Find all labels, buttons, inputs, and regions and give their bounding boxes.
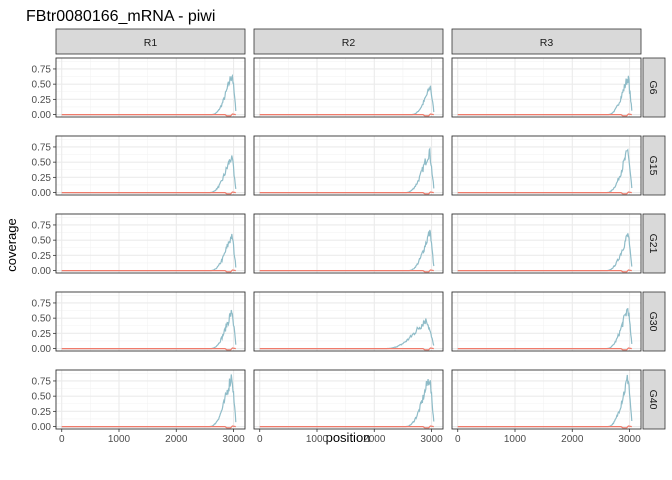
y-tick-label: 0.50 [32,392,52,403]
y-tick-label: 0.00 [32,344,52,355]
panel-G21-R3 [451,213,642,274]
panel-border [253,291,444,352]
strip-R1 [55,28,246,55]
series-red-line [61,425,236,429]
panel-border [451,291,642,352]
panel-G15-R2 [253,135,444,196]
y-tick-label: 0.75 [32,298,52,309]
strip-G21 [642,213,666,274]
panel-border [451,57,642,118]
y-axis-title: coverage [4,218,19,271]
y-tick-label: 0.50 [32,236,52,247]
panel-G15-R1: 0.00 0.25 0.50 0.75 [32,135,246,199]
strip-R3 [451,28,642,55]
panel-G30-R2 [253,291,444,352]
x-tick-label: 1000 [306,434,329,445]
x-tick-label: 2000 [363,434,386,445]
panel-G40-R1: 0.00 0.25 0.50 0.75 0 1000 2000 3000 [32,369,246,445]
panel-G6-R1: 0.00 0.25 0.50 0.75 [32,57,246,121]
y-tick-label: 0.25 [32,95,52,106]
y-tick-label: 0.00 [32,422,52,433]
strip-label-G6: G6 [647,80,659,94]
panel-G15-R3 [451,135,642,196]
series-red-line [61,191,236,195]
panel-border [253,135,444,196]
series-red-line [457,347,632,351]
strip-R2 [253,28,444,55]
series-red-line [457,269,632,273]
strip-label-G21: G21 [647,234,659,254]
strip-G30 [642,291,666,352]
y-tick-label: 0.25 [32,251,52,262]
x-tick-label: 0 [59,434,65,445]
series-red-line [259,347,434,351]
x-axis-title: position [326,430,371,445]
series-red-line [61,347,236,351]
panel-G30-R3 [451,291,642,352]
facet-grid: R1 R2 R3G6G15G21G30G400.000.250.500.750.00… [32,28,666,445]
series-red-line [259,425,434,429]
panel-G30-R1: 0.00 0.25 0.50 0.75 [32,291,246,355]
panel-border [55,135,246,196]
chart-title: FBtr0080166_mRNA - piwi [26,8,215,25]
x-tick-label: 2000 [165,434,188,445]
panel-border [55,369,246,430]
panel-G40-R2: 0 1000 2000 3000 [253,369,444,445]
panel-border [55,213,246,274]
series-red-line [457,113,632,117]
y-tick-label: 0.25 [32,173,52,184]
y-tick-label: 0.75 [32,376,52,387]
y-tick-label: 0.75 [32,142,52,153]
strip-label-G15: G15 [647,156,659,176]
panel-G21-R1: 0.00 0.25 0.50 0.75 [32,213,246,277]
strip-G15 [642,135,666,196]
x-tick-label: 0 [257,434,263,445]
panel-border [55,291,246,352]
panel-border [253,369,444,430]
panel-border [253,57,444,118]
x-tick-label: 3000 [420,434,443,445]
panel-G40-R3: 0 1000 2000 3000 [451,369,642,445]
panel-border [451,369,642,430]
y-tick-label: 0.00 [32,110,52,121]
panel-border [253,213,444,274]
series-red-line [61,113,236,117]
y-tick-label: 0.75 [32,220,52,231]
strip-G40 [642,369,666,430]
y-tick-label: 0.50 [32,80,52,91]
panel-border [451,135,642,196]
y-tick-label: 0.00 [32,266,52,277]
strip-label-G40: G40 [647,390,659,410]
series-red-line [259,191,434,195]
x-tick-label: 1000 [504,434,527,445]
x-tick-label: 0 [455,434,461,445]
series-red-line [61,269,236,273]
y-tick-label: 0.25 [32,329,52,340]
panel-border [451,213,642,274]
x-tick-label: 2000 [561,434,584,445]
strip-label-R3: R3 [540,37,554,49]
strip-label-R2: R2 [342,37,356,49]
series-red-line [259,269,434,273]
y-tick-label: 0.00 [32,188,52,199]
series-red-line [259,113,434,117]
panel-G21-R2 [253,213,444,274]
strip-label-G30: G30 [647,312,659,332]
y-tick-label: 0.50 [32,158,52,169]
panel-border [55,57,246,118]
strip-G6 [642,57,666,118]
panel-G6-R3 [451,57,642,118]
series-red-line [457,191,632,195]
panel-G6-R2 [253,57,444,118]
x-tick-label: 3000 [618,434,641,445]
y-tick-label: 0.75 [32,64,52,75]
y-tick-label: 0.50 [32,314,52,325]
series-red-line [457,425,632,429]
strip-label-R1: R1 [144,37,158,49]
x-tick-label: 3000 [222,434,245,445]
x-tick-label: 1000 [108,434,131,445]
y-tick-label: 0.25 [32,407,52,418]
